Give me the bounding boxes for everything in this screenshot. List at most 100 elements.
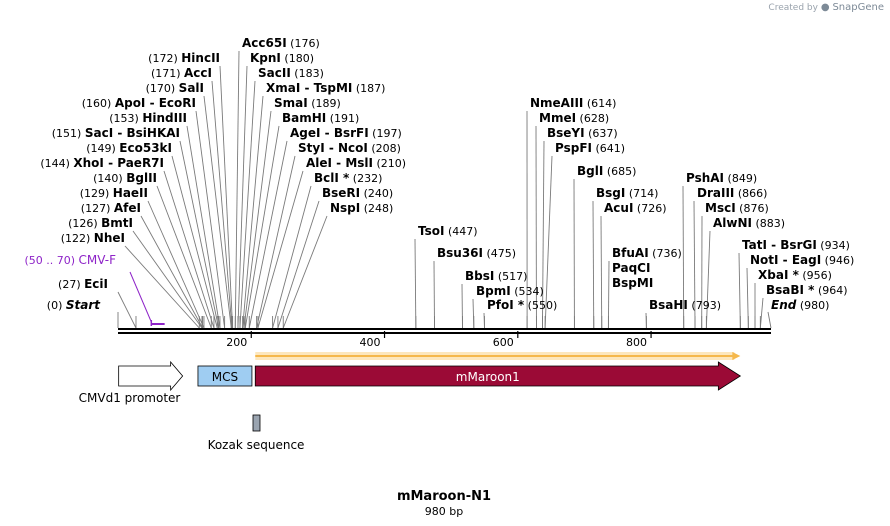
cut-kpni-label: KpnI (180) xyxy=(250,51,314,65)
map-title: mMaroon-N1 xyxy=(397,489,491,504)
cut-bseyi-label: BseYI (637) xyxy=(547,126,618,140)
primer-label: (50 .. 70) CMV-F xyxy=(24,253,116,267)
cut-acui-label: AcuI (726) xyxy=(604,201,667,215)
cut-apoi-ecori-line xyxy=(195,110,226,329)
feature-cmvd1-promoter-label: CMVd1 promoter xyxy=(79,391,181,405)
ruler-label-600: 600 xyxy=(493,336,514,349)
cut-bcli-label: BclI * (232) xyxy=(314,171,382,185)
cut-xmai-tspmi-line xyxy=(242,95,264,329)
cut-eco53ki-line xyxy=(171,155,218,329)
cut-draiii-line xyxy=(693,200,696,329)
cut-bamhi-line xyxy=(244,125,280,329)
ruler-label-400: 400 xyxy=(360,336,381,349)
feature-mmaroon1 xyxy=(254,361,742,391)
cut-bmti-line xyxy=(132,230,203,329)
cut-sacii-line xyxy=(239,80,256,329)
end-marker-label: End (980) xyxy=(771,298,829,312)
cut-eco53ki-label: (149) Eco53kI xyxy=(86,141,172,155)
feature-mmaroon1-label: mMaroon1 xyxy=(456,370,520,384)
cut-agei-bsrfi-line xyxy=(248,140,288,329)
features-track: CMVd1 promoter MCS mMaroon1 Kozak sequence xyxy=(79,352,742,452)
cut-smai-label: SmaI (189) xyxy=(274,96,341,110)
cut-afei-line xyxy=(140,215,204,329)
cut-afei-label: (127) AfeI xyxy=(81,201,141,215)
sequence-ruler: 200 400 600 800 xyxy=(118,328,771,349)
cut-acc65i-label: Acc65I (176) xyxy=(242,36,320,50)
cut-alei-msli-line xyxy=(257,170,304,329)
cut-pfoi-label: PfoI * (550) xyxy=(487,298,557,312)
cut-alei-msli-label: AleI - MslI (210) xyxy=(306,156,406,170)
cut-paqci-label: PaqCI xyxy=(612,261,650,275)
cut-ecii-line xyxy=(117,291,137,329)
cut-bglii-label: (140) BglII xyxy=(93,171,157,185)
cut-alwni-line xyxy=(705,230,711,329)
cut-nspi-label: NspI (248) xyxy=(330,201,393,215)
cut-nhei-label: (122) NheI xyxy=(61,231,125,245)
cut-bamhi-label: BamHI (191) xyxy=(282,111,359,125)
cut-tati-bsrgi-line xyxy=(738,252,741,329)
cut-ecii-label: (27) EciI xyxy=(58,277,108,291)
cut-saci-bsihkai-line xyxy=(179,140,220,329)
feature-cmvd1-promoter xyxy=(118,360,184,392)
cut-sali-line xyxy=(203,95,232,329)
cut-bmti-label: (126) BmtI xyxy=(68,216,133,230)
cut-acci-line xyxy=(211,80,233,329)
start-marker-label: (0) Start xyxy=(47,298,101,312)
cut-tsoi-line xyxy=(414,238,417,329)
cut-haeii-line xyxy=(147,200,205,329)
credit-text: Created by xyxy=(768,3,818,13)
cut-bsahi-label: BsaHI (793) xyxy=(649,298,721,312)
ruler-label-200: 200 xyxy=(226,336,247,349)
cut-bglii-line xyxy=(156,185,212,329)
cut-agei-bsrfi-label: AgeI - BsrFI (197) xyxy=(290,126,402,140)
cut-tsoi-label: TsoI (447) xyxy=(418,224,478,238)
cut-xhoi-paer7i-line xyxy=(163,170,215,329)
cut-site-lines xyxy=(117,50,772,329)
cut-tati-bsrgi-label: TatI - BsrGI (934) xyxy=(742,238,850,252)
end-marker-line xyxy=(767,311,772,329)
feature-kozak-sequence-label: Kozak sequence xyxy=(208,438,305,452)
cut-hincii-label: (172) HincII xyxy=(148,51,220,65)
cut-saci-bsihkai-label: (151) SacI - BsiHKAI xyxy=(52,126,180,140)
cut-pshai-line xyxy=(682,185,685,329)
cut-bcli-line xyxy=(272,185,312,329)
cut-sacii-label: SacII (183) xyxy=(258,66,324,80)
cut-msci-label: MscI (876) xyxy=(705,201,769,215)
cut-pspfi-label: PspFI (641) xyxy=(555,141,625,155)
cut-styi-ncoi-label: StyI - NcoI (208) xyxy=(298,141,401,155)
ruler-label-800: 800 xyxy=(626,336,647,349)
cut-xhoi-paer7i-label: (144) XhoI - PaeR7I xyxy=(40,156,164,170)
cut-kpni-line xyxy=(237,65,248,329)
cut-acci-label: (171) AccI xyxy=(151,66,212,80)
cut-pspfi-line xyxy=(544,155,553,329)
cut-apoi-ecori-label: (160) ApoI - EcoRI xyxy=(82,96,196,110)
feature-kozak-sequence xyxy=(252,414,261,432)
cut-bsabi-label: BsaBI * (964) xyxy=(766,283,848,297)
map-length: 980 bp xyxy=(425,505,463,518)
cut-bsgi-line xyxy=(592,200,595,329)
cut-bpmi-label: BpmI (534) xyxy=(476,284,544,298)
cut-acui-line xyxy=(600,215,603,329)
cut-bbsi-label: BbsI (517) xyxy=(465,269,527,283)
cut-bfuai-label: BfuAI (736) xyxy=(612,246,682,260)
cut-alwni-label: AlwNI (883) xyxy=(713,216,785,230)
cut-nmeaiii-label: NmeAIII (614) xyxy=(530,96,616,110)
cut-bseyi-line xyxy=(542,140,545,329)
cut-bseri-label: BseRI (240) xyxy=(322,186,393,200)
cut-acc65i-line xyxy=(234,50,240,329)
feature-mcs-label: MCS xyxy=(212,370,238,384)
cut-styi-ncoi-line xyxy=(256,155,296,329)
cut-nhei-line xyxy=(124,245,200,329)
cut-bsu36i-label: Bsu36I (475) xyxy=(437,246,516,260)
cut-noti-eagi-label: NotI - EagI (946) xyxy=(750,253,854,267)
primer-line xyxy=(129,271,152,323)
cut-bsgi-label: BsgI (714) xyxy=(596,186,658,200)
cut-pshai-label: PshAI (849) xyxy=(686,171,757,185)
cut-bspmi-label: BspMI xyxy=(612,276,653,290)
cut-haeii-label: (129) HaeII xyxy=(80,186,148,200)
snapgene-logo-icon: ● xyxy=(820,2,830,13)
cut-mmei-label: MmeI (628) xyxy=(539,111,609,125)
feature-mcs xyxy=(197,365,253,387)
